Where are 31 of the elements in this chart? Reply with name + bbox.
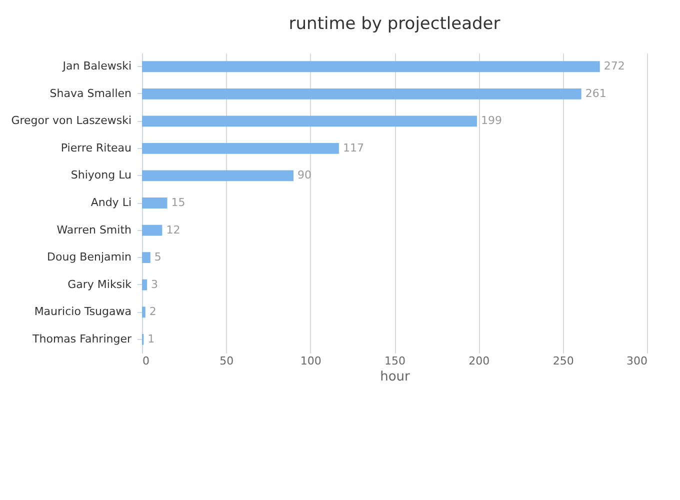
x-tick-label: 50: [220, 354, 234, 368]
x-tick-label: 250: [552, 354, 574, 368]
x-tick-label: 150: [384, 354, 406, 368]
x-tick-label: 300: [626, 354, 648, 368]
data-label: 90: [298, 168, 312, 182]
data-label: 261: [585, 86, 606, 100]
x-tick-label: 200: [468, 354, 490, 368]
y-tick-label: Jan Balewski: [62, 60, 132, 73]
data-label: 199: [480, 114, 502, 128]
data-label: 5: [154, 250, 162, 264]
y-tick-label: Pierre Riteau: [60, 141, 132, 154]
x-tick-label: 100: [300, 354, 322, 368]
data-label: 3: [151, 278, 158, 291]
y-tick-label: Shava Smallen: [50, 86, 132, 100]
data-label: 15: [171, 196, 186, 209]
y-tick-label: Gregor von Laszewski: [11, 114, 132, 128]
chart-title: runtime by projectleader: [288, 14, 500, 34]
data-label: 12: [166, 223, 180, 236]
y-tick-label: Shiyong Lu: [70, 168, 132, 182]
data-label: 117: [342, 141, 364, 154]
y-tick-label: Gary Miksik: [68, 278, 132, 291]
data-label: 272: [604, 60, 625, 73]
data-label: 2: [149, 305, 156, 318]
data-label: 1: [148, 332, 155, 346]
y-tick-label: Warren Smith: [56, 223, 132, 236]
y-tick-label: Thomas Fahringer: [32, 332, 132, 346]
x-axis-title: hour: [380, 370, 411, 384]
y-tick-label: Doug Benjamin: [47, 250, 132, 264]
y-tick-label: Mauricio Tsugawa: [34, 305, 132, 318]
y-tick-label: Andy Li: [90, 196, 132, 209]
x-tick-label: 0: [142, 354, 150, 368]
